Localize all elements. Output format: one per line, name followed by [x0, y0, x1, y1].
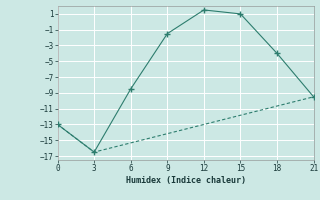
X-axis label: Humidex (Indice chaleur): Humidex (Indice chaleur) — [125, 176, 246, 185]
